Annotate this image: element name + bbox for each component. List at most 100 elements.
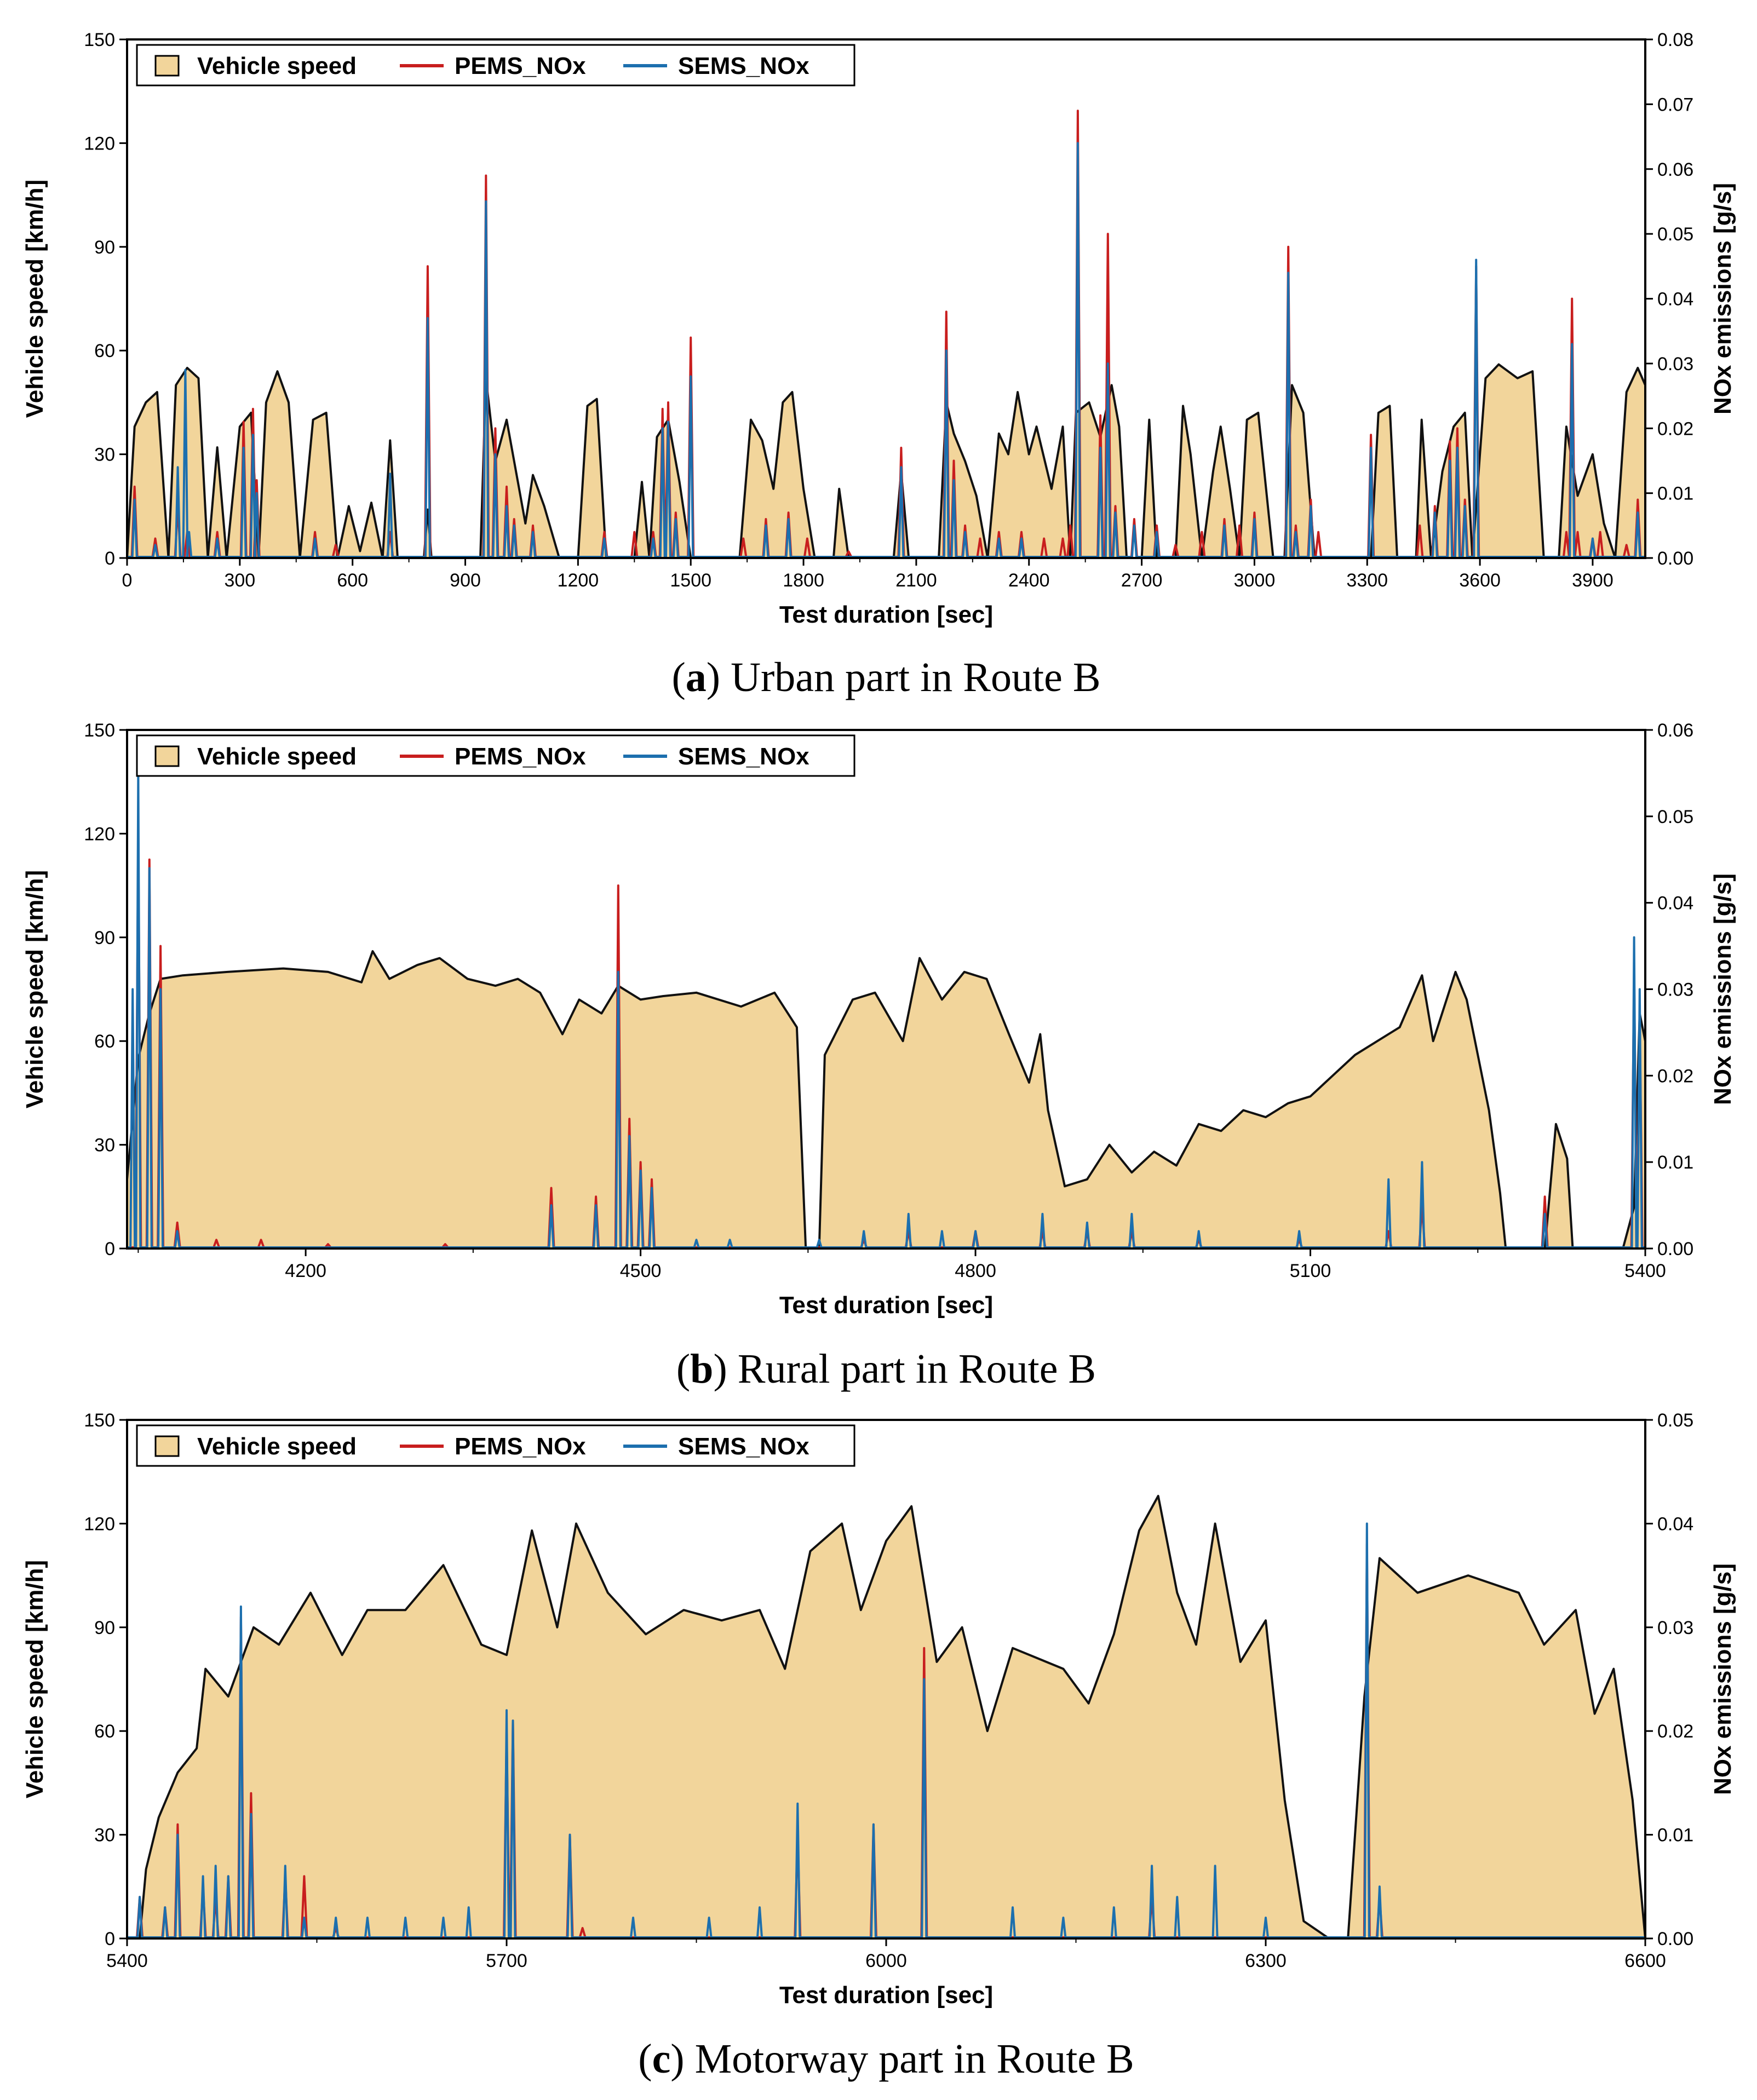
plot-area xyxy=(127,1494,1645,1938)
y2-tick-label: 0.00 xyxy=(1657,1239,1693,1259)
y-tick-label: 150 xyxy=(84,30,115,50)
legend-label-pems: PEMS_NOx xyxy=(455,1433,586,1460)
y-tick-label: 90 xyxy=(94,1618,115,1638)
x-tick-label: 3900 xyxy=(1572,570,1614,591)
chart-panel-a: 0 300 600 900 1200 1500 1800 2100 2400 2700 3000 33… xyxy=(21,30,1736,700)
legend-label-sems: SEMS_NOx xyxy=(678,743,809,770)
x-tick-label: 4500 xyxy=(620,1261,662,1281)
caption-letter: b xyxy=(690,1346,713,1392)
legend-swatch-speed xyxy=(154,745,180,767)
legend-box xyxy=(136,1424,855,1467)
y-tick-label: 30 xyxy=(94,445,115,465)
y-tick-label: 30 xyxy=(94,1135,115,1156)
vehicle-speed-area xyxy=(127,951,1645,1249)
vehicle-speed-line xyxy=(127,950,1645,1249)
caption-letter: a xyxy=(686,654,707,700)
y-tick-label: 0 xyxy=(105,1929,115,1949)
y2-tick-label: 0.05 xyxy=(1657,224,1693,245)
x-tick-label: 2100 xyxy=(895,570,937,591)
y-tick-label: 120 xyxy=(84,133,115,154)
y2-tick-label: 0.02 xyxy=(1657,1066,1693,1086)
y2-tick-label: 0.08 xyxy=(1657,30,1693,50)
sems-nox-line xyxy=(127,142,1645,558)
y2-tick-label: 0.02 xyxy=(1657,1721,1693,1742)
vehicle-speed-line xyxy=(127,363,1645,558)
x-tick-label: 5700 xyxy=(486,1951,527,1971)
y2-tick-label: 0.01 xyxy=(1657,1825,1693,1846)
vehicle-speed-line xyxy=(139,1494,1645,1938)
legend-label-sems: SEMS_NOx xyxy=(678,53,809,79)
legend-box xyxy=(136,734,855,777)
y2-tick-label: 0.04 xyxy=(1657,893,1693,914)
x-tick-label: 4200 xyxy=(285,1261,326,1281)
y2-tick-label: 0.01 xyxy=(1657,1152,1693,1173)
chart-panel-c: 5400 5700 6000 6300 6600 0 30 60 90 120 150 0.00 0.0… xyxy=(21,1410,1736,2082)
y-tick-label: 60 xyxy=(94,341,115,361)
x-tick-label: 5100 xyxy=(1290,1261,1331,1281)
caption-paren-close: ) xyxy=(707,654,731,700)
y2-tick-label: 0.01 xyxy=(1657,484,1693,504)
panel-caption: (a) Urban part in Route B xyxy=(671,654,1100,700)
y2-tick-label: 0.00 xyxy=(1657,548,1693,569)
x-tick-label: 300 xyxy=(224,570,255,591)
y2-tick-label: 0.00 xyxy=(1657,1929,1693,1949)
plot-area xyxy=(127,110,1645,558)
x-tick-label: 900 xyxy=(450,570,481,591)
y2-tick-label: 0.04 xyxy=(1657,289,1693,310)
vehicle-speed-area xyxy=(140,1495,1645,1938)
sems-nox-line xyxy=(127,1522,1645,1938)
legend: Vehicle speed PEMS_NOx SEMS_NOx xyxy=(136,1424,855,1467)
y2-tick-label: 0.04 xyxy=(1657,1514,1693,1534)
caption-text: Rural part in Route B xyxy=(738,1346,1096,1392)
y2-tick-label: 0.03 xyxy=(1657,354,1693,375)
y-tick-label: 120 xyxy=(84,824,115,844)
legend-label-speed: Vehicle speed xyxy=(197,53,357,79)
x-tick-label: 4800 xyxy=(955,1261,996,1281)
x-tick-label: 6600 xyxy=(1624,1951,1666,1971)
x-axis-title: Test duration [sec] xyxy=(779,601,993,628)
y-axis-title: Vehicle speed [km/h] xyxy=(21,1560,48,1798)
x-axis-title: Test duration [sec] xyxy=(779,1292,993,1319)
legend-swatch-speed xyxy=(154,55,180,77)
x-tick-label: 3000 xyxy=(1234,570,1276,591)
caption-text: Motorway part in Route B xyxy=(695,2036,1134,2082)
x-tick-label: 3600 xyxy=(1459,570,1501,591)
y-tick-label: 90 xyxy=(94,928,115,948)
y-tick-label: 0 xyxy=(105,548,115,569)
y-tick-label: 150 xyxy=(84,1410,115,1431)
x-tick-label: 1800 xyxy=(783,570,824,591)
x-tick-label: 6000 xyxy=(865,1951,907,1971)
y-tick-label: 30 xyxy=(94,1825,115,1846)
caption-paren-open: ( xyxy=(638,2036,652,2082)
y2-tick-label: 0.06 xyxy=(1657,720,1693,741)
x-tick-label: 1200 xyxy=(558,570,599,591)
y-axis-title: Vehicle speed [km/h] xyxy=(21,180,48,418)
legend-label-speed: Vehicle speed xyxy=(197,743,357,770)
panel-caption: (b) Rural part in Route B xyxy=(676,1346,1096,1392)
y-tick-label: 60 xyxy=(94,1721,115,1742)
x-tick-label: 1500 xyxy=(670,570,711,591)
y-tick-label: 0 xyxy=(105,1239,115,1259)
x-axis-title: Test duration [sec] xyxy=(779,1982,993,2009)
y2-tick-label: 0.03 xyxy=(1657,1618,1693,1638)
x-tick-label: 2700 xyxy=(1121,570,1163,591)
x-tick-label: 600 xyxy=(337,570,368,591)
legend-label-speed: Vehicle speed xyxy=(197,1433,357,1460)
y-tick-label: 90 xyxy=(94,237,115,258)
y-axis-title: Vehicle speed [km/h] xyxy=(21,870,48,1108)
x-tick-label: 5400 xyxy=(1624,1261,1666,1281)
y-tick-label: 60 xyxy=(94,1031,115,1052)
y2-axis-title: NOx emissions [g/s] xyxy=(1709,183,1736,415)
caption-paren-open: ( xyxy=(671,654,685,700)
y2-axis-title: NOx emissions [g/s] xyxy=(1709,873,1736,1105)
y2-tick-label: 0.05 xyxy=(1657,1410,1693,1431)
y2-tick-label: 0.06 xyxy=(1657,159,1693,180)
legend-label-pems: PEMS_NOx xyxy=(455,53,586,79)
x-tick-label: 0 xyxy=(122,570,133,591)
panel-caption: (c) Motorway part in Route B xyxy=(638,2036,1134,2082)
legend: Vehicle speed PEMS_NOx SEMS_NOx xyxy=(136,734,855,777)
legend-swatch-speed xyxy=(154,1435,180,1457)
chart-panel-b: 4200 4500 4800 5100 5400 0 30 60 90 120 150 0.00 0.0… xyxy=(21,720,1736,1392)
caption-paren-close: ) xyxy=(670,2036,694,2082)
